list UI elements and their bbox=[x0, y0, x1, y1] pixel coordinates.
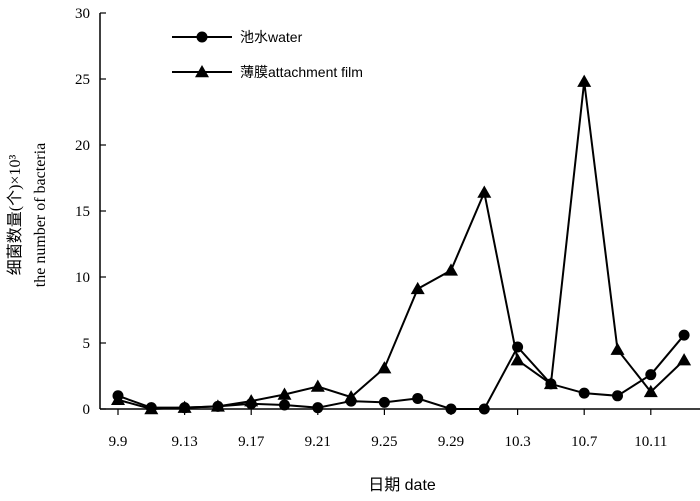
x-tick-label: 10.11 bbox=[634, 434, 667, 450]
legend-label: 池水water bbox=[240, 29, 303, 45]
x-ticks: 9.9 9.13 9.17 9.21 9.25 9.29 10.3 10.7 10.11 bbox=[109, 409, 667, 450]
series-line bbox=[117, 334, 685, 410]
y-axis-label-line1: 细菌数量(个)×10³ bbox=[6, 155, 24, 276]
data-point-triangle bbox=[643, 384, 658, 398]
series-layer bbox=[111, 74, 692, 415]
data-point-triangle bbox=[410, 281, 425, 295]
y-tick-label: 5 bbox=[83, 336, 91, 352]
legend-item: 薄膜attachment film bbox=[172, 64, 363, 80]
y-tick-label: 10 bbox=[75, 270, 90, 286]
x-tick-label: 10.3 bbox=[504, 434, 530, 450]
data-point-circle bbox=[578, 387, 590, 399]
data-point-triangle bbox=[310, 379, 325, 392]
x-tick-label: 9.17 bbox=[238, 434, 265, 450]
data-point-circle bbox=[312, 402, 324, 414]
data-point-triangle bbox=[344, 390, 359, 403]
data-point-circle bbox=[279, 399, 290, 411]
series-line bbox=[117, 81, 685, 411]
legend-label: 薄膜attachment film bbox=[240, 64, 363, 80]
data-point-triangle bbox=[610, 342, 625, 355]
x-tick-label: 9.29 bbox=[438, 434, 464, 450]
data-point-triangle bbox=[144, 402, 159, 415]
data-point-triangle bbox=[510, 353, 525, 366]
x-tick-label: 10.7 bbox=[571, 434, 598, 450]
data-point-circle bbox=[678, 329, 690, 341]
y-axis-label-line2: the number of bacteria bbox=[32, 143, 49, 287]
x-axis-label: 日期 date bbox=[368, 476, 436, 494]
data-point-triangle bbox=[210, 399, 225, 412]
data-point-triangle bbox=[177, 400, 192, 413]
x-tick-label: 9.21 bbox=[305, 434, 331, 450]
series-film bbox=[111, 74, 692, 415]
data-point-triangle bbox=[111, 392, 125, 406]
data-point-triangle bbox=[244, 394, 259, 407]
data-point-triangle bbox=[543, 376, 558, 390]
y-tick-label: 30 bbox=[75, 6, 90, 22]
data-point-triangle bbox=[444, 263, 458, 276]
data-point-circle bbox=[378, 396, 390, 408]
legend-circle-marker bbox=[196, 31, 208, 43]
legend-item: 池水water bbox=[172, 29, 303, 45]
x-tick-label: 9.13 bbox=[171, 434, 197, 450]
y-ticks: 0 5 10 15 20 25 30 bbox=[75, 6, 106, 418]
y-tick-label: 20 bbox=[75, 138, 90, 154]
data-point-circle bbox=[445, 403, 457, 415]
y-tick-label: 0 bbox=[83, 402, 91, 418]
series-water bbox=[112, 329, 690, 415]
x-tick-label: 9.9 bbox=[109, 434, 128, 450]
data-point-circle bbox=[478, 403, 490, 415]
x-tick-label: 9.25 bbox=[371, 434, 397, 450]
data-point-circle bbox=[612, 390, 623, 402]
data-point-triangle bbox=[277, 387, 292, 400]
y-tick-label: 25 bbox=[75, 72, 90, 88]
legend: 池水water 薄膜attachment film bbox=[172, 29, 363, 80]
data-point-circle bbox=[412, 392, 424, 404]
data-point-triangle bbox=[477, 185, 492, 198]
legend-triangle-marker bbox=[195, 65, 209, 78]
data-point-triangle bbox=[677, 353, 692, 366]
data-point-circle bbox=[645, 369, 657, 381]
data-point-triangle bbox=[577, 74, 592, 87]
y-tick-label: 15 bbox=[75, 204, 90, 220]
data-point-triangle bbox=[377, 361, 392, 374]
